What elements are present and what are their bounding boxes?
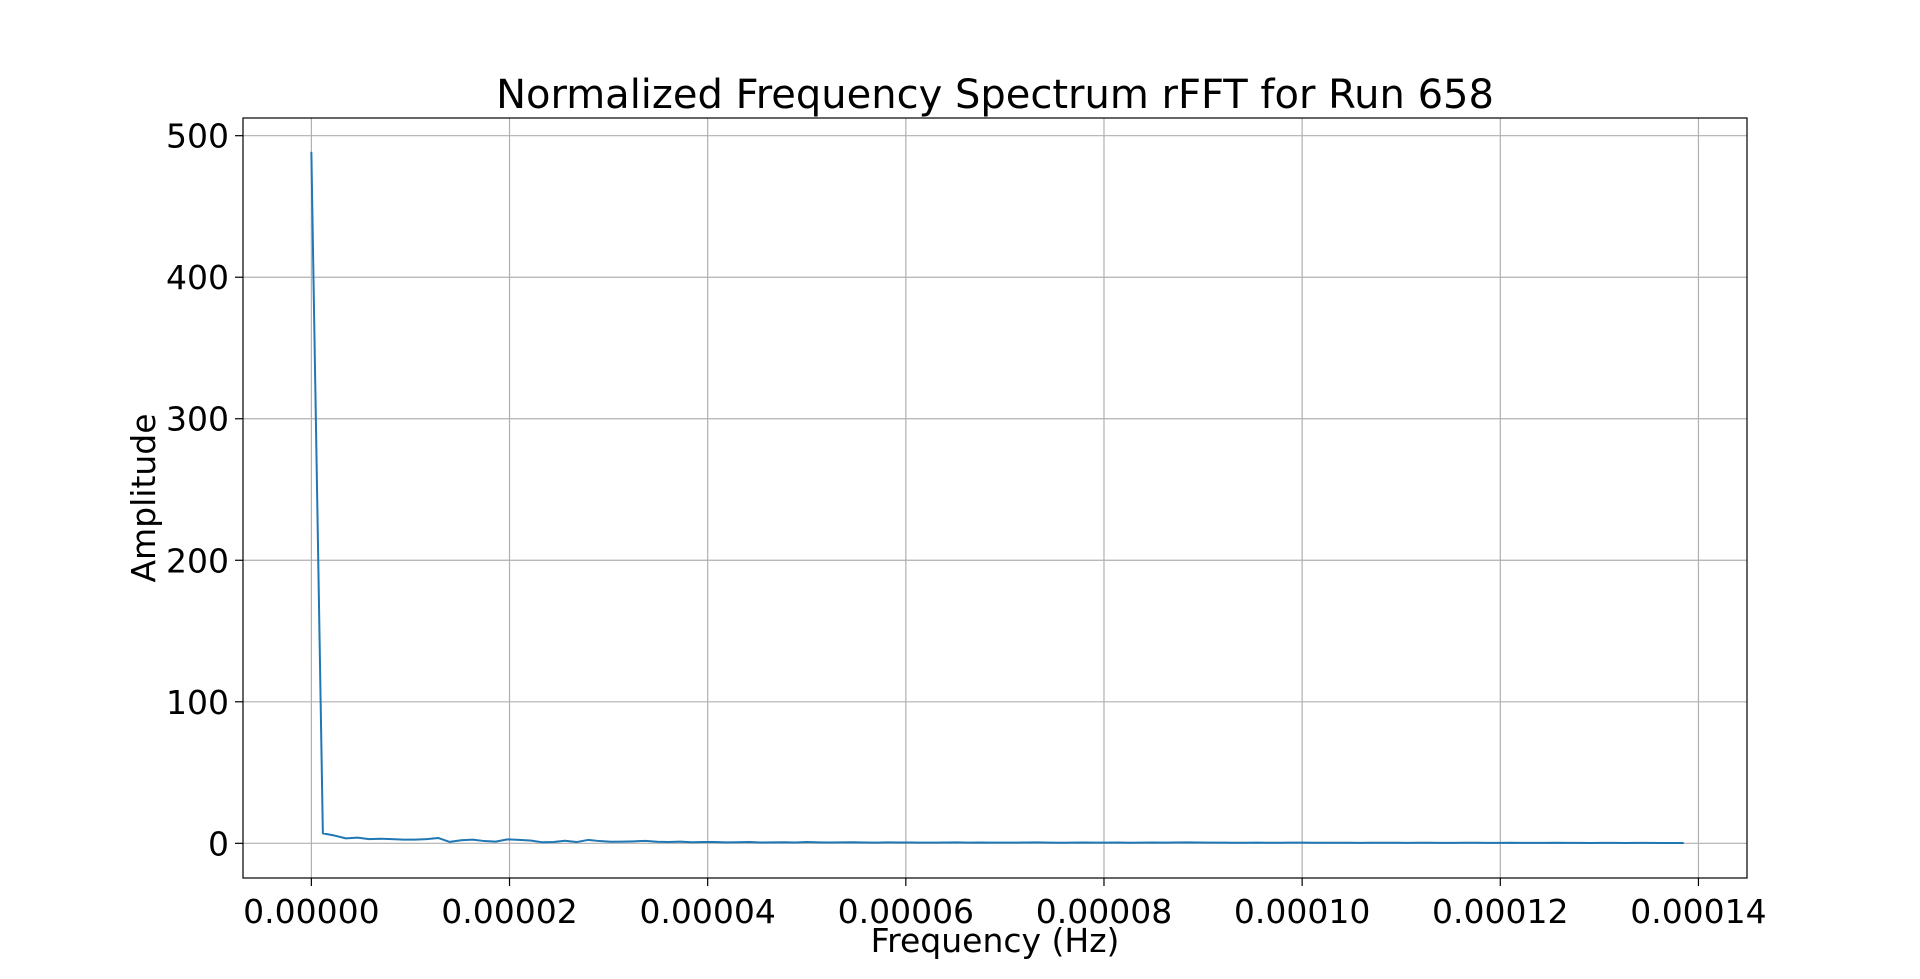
plot-area-background [243, 118, 1747, 878]
x-tick-label: 0.00004 [639, 892, 775, 931]
axis-ticks: 0.00000 0.00002 0.00004 0.00006 0.00008 0.000… [166, 117, 1767, 931]
x-tick-label: 0.00010 [1234, 892, 1370, 931]
x-tick-label: 0.00012 [1432, 892, 1568, 931]
x-tick-label: 0.00000 [243, 892, 379, 931]
y-tick-label: 200 [166, 541, 229, 580]
x-tick-label: 0.00002 [441, 892, 577, 931]
y-tick-label: 0 [208, 824, 229, 863]
y-tick-label: 500 [166, 117, 229, 156]
chart-title: Normalized Frequency Spectrum rFFT for R… [496, 72, 1494, 118]
x-tick-label: 0.00006 [838, 892, 974, 931]
y-axis-label: Amplitude [124, 413, 163, 582]
plot-frame [242, 117, 1748, 879]
spectrum-line [310, 151, 1684, 845]
y-tick-label: 400 [166, 258, 229, 297]
series-layer [310, 151, 1684, 845]
y-tick-label: 100 [166, 683, 229, 722]
y-tick-label: 300 [166, 400, 229, 439]
x-axis-label: Frequency (Hz) [871, 921, 1120, 960]
x-tick-label: 0.00014 [1630, 892, 1766, 931]
grid-lines [243, 118, 1747, 878]
x-tick-label: 0.00008 [1036, 892, 1172, 931]
